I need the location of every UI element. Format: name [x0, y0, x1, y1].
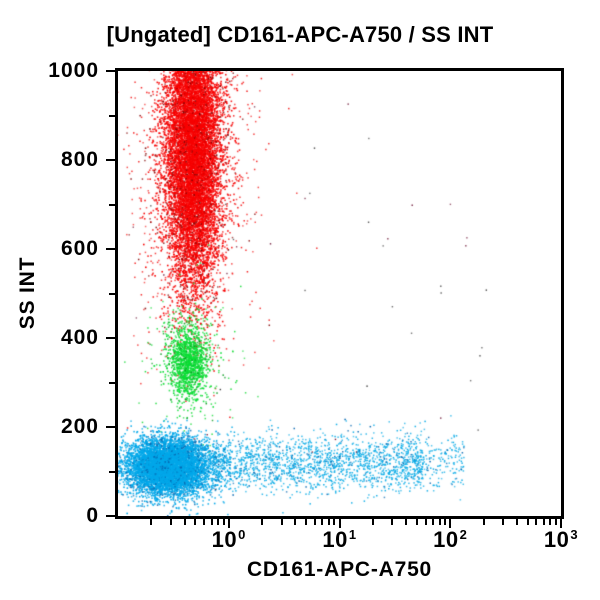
y-minor-tick — [109, 203, 115, 206]
x-minor-tick — [280, 519, 283, 525]
y-major-tick — [106, 159, 115, 161]
x-minor-tick — [535, 519, 538, 525]
x-minor-tick — [333, 519, 336, 525]
x-minor-tick — [222, 519, 225, 525]
x-minor-tick — [542, 519, 545, 525]
y-axis-title: SS INT — [16, 256, 39, 330]
y-major-tick — [106, 515, 115, 517]
x-minor-tick — [415, 519, 418, 525]
y-tick-label: 200 — [60, 415, 99, 438]
x-minor-tick — [203, 519, 206, 525]
y-tick-label: 1000 — [48, 59, 99, 82]
x-tick-label: 103 — [543, 527, 579, 552]
x-axis-title: CD161-APC-A750 — [246, 558, 433, 581]
x-minor-tick — [444, 519, 447, 525]
x-major-tick — [449, 519, 452, 528]
y-tick-label: 800 — [60, 148, 99, 171]
x-minor-tick — [150, 519, 153, 525]
x-minor-tick — [526, 519, 529, 525]
x-minor-tick — [210, 519, 213, 525]
x-minor-tick — [424, 519, 427, 525]
x-minor-tick — [438, 519, 441, 525]
x-minor-tick — [294, 519, 297, 525]
x-minor-tick — [405, 519, 408, 525]
y-major-tick — [106, 426, 115, 428]
y-major-tick — [106, 248, 115, 250]
x-minor-tick — [194, 519, 197, 525]
chart-title: [Ungated] CD161-APC-A750 / SS INT — [106, 22, 494, 47]
x-major-tick — [560, 519, 562, 528]
y-tick-label: 0 — [86, 504, 99, 527]
plot-frame — [115, 68, 564, 519]
x-minor-tick — [482, 519, 485, 525]
y-minor-tick — [109, 470, 115, 473]
x-minor-tick — [549, 519, 552, 525]
x-minor-tick — [217, 519, 220, 525]
x-tick-label: 100 — [211, 527, 246, 552]
x-minor-tick — [554, 519, 557, 525]
y-major-tick — [106, 70, 115, 72]
x-major-tick — [338, 519, 341, 528]
y-major-tick — [106, 337, 115, 339]
x-minor-tick — [321, 519, 324, 525]
x-minor-tick — [391, 519, 394, 525]
y-minor-tick — [109, 114, 115, 117]
x-minor-tick — [169, 519, 172, 525]
x-tick-label: 102 — [433, 527, 468, 552]
x-minor-tick — [313, 519, 316, 525]
x-minor-tick — [327, 519, 330, 525]
x-minor-tick — [515, 519, 518, 525]
y-minor-tick — [109, 292, 115, 295]
x-minor-tick — [305, 519, 308, 525]
x-minor-tick — [432, 519, 435, 525]
x-minor-tick — [371, 519, 374, 525]
y-minor-tick — [109, 381, 115, 384]
x-minor-tick — [261, 519, 264, 525]
scatter-plot-canvas[interactable] — [118, 71, 561, 516]
x-tick-label: 101 — [322, 527, 357, 552]
y-tick-label: 400 — [60, 326, 99, 349]
x-minor-tick — [183, 519, 186, 525]
x-major-tick — [227, 519, 230, 528]
x-minor-tick — [502, 519, 505, 525]
y-tick-label: 600 — [60, 237, 99, 260]
